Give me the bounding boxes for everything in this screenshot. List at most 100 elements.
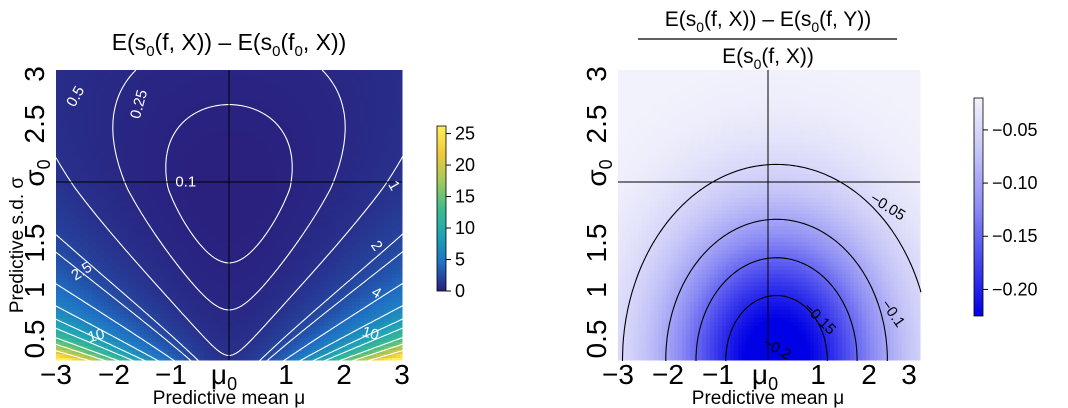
heatmap-cell xyxy=(172,142,177,147)
heatmap-cell xyxy=(348,214,353,219)
heatmap-cell xyxy=(164,110,169,115)
heatmap-cell xyxy=(120,222,125,227)
heatmap-cell xyxy=(100,290,105,295)
heatmap-cell xyxy=(392,294,397,299)
heatmap-cell xyxy=(388,86,393,91)
heatmap-cell xyxy=(68,106,73,111)
heatmap-cell xyxy=(224,194,229,199)
heatmap-cell xyxy=(144,246,149,251)
heatmap-cell xyxy=(264,294,269,299)
heatmap-cell xyxy=(376,202,381,207)
heatmap-cell xyxy=(136,270,141,275)
heatmap-cell xyxy=(292,222,297,227)
heatmap-cell xyxy=(256,222,261,227)
heatmap-cell xyxy=(176,194,181,199)
heatmap-cell xyxy=(284,138,289,143)
heatmap-cell xyxy=(224,90,229,95)
heatmap-cell xyxy=(92,138,97,143)
heatmap-cell xyxy=(352,146,357,151)
heatmap-cell xyxy=(208,122,213,127)
heatmap-cell xyxy=(280,142,285,147)
heatmap-cell xyxy=(188,106,193,111)
heatmap-cell xyxy=(296,106,301,111)
heatmap-cell xyxy=(68,206,73,211)
heatmap-cell xyxy=(264,86,269,91)
heatmap-cell xyxy=(344,282,349,287)
heatmap-cell xyxy=(380,206,385,211)
heatmap-cell xyxy=(372,286,377,291)
heatmap-cell xyxy=(184,206,189,211)
heatmap-cell xyxy=(316,262,321,267)
heatmap-cell xyxy=(344,262,349,267)
heatmap-cell xyxy=(152,78,157,83)
heatmap-cell xyxy=(64,226,69,231)
heatmap-cell xyxy=(88,174,93,179)
heatmap-cell xyxy=(112,258,117,263)
heatmap-cell xyxy=(372,226,377,231)
heatmap-cell xyxy=(336,286,341,291)
heatmap-cell xyxy=(248,222,253,227)
heatmap-cell xyxy=(120,254,125,259)
heatmap-cell xyxy=(340,214,345,219)
heatmap-cell xyxy=(280,242,285,247)
heatmap-cell xyxy=(204,234,209,239)
heatmap-cell xyxy=(324,130,329,135)
heatmap-cell xyxy=(296,278,301,283)
heatmap-cell xyxy=(316,94,321,99)
heatmap-cell xyxy=(60,126,65,131)
heatmap-cell xyxy=(264,154,269,159)
heatmap-cell xyxy=(336,158,341,163)
heatmap-cell xyxy=(188,158,193,163)
heatmap-cell xyxy=(60,218,65,223)
heatmap-cell xyxy=(196,286,201,291)
heatmap-cell xyxy=(340,90,345,95)
heatmap-cell xyxy=(140,238,145,243)
heatmap-cell xyxy=(344,254,349,259)
heatmap-cell xyxy=(148,86,153,91)
heatmap-cell xyxy=(380,90,385,95)
heatmap-cell xyxy=(120,186,125,191)
heatmap-cell xyxy=(132,182,137,187)
heatmap-cell xyxy=(356,70,361,75)
heatmap-cell xyxy=(340,210,345,215)
heatmap-cell xyxy=(376,238,381,243)
heatmap-cell xyxy=(324,134,329,139)
heatmap-cell xyxy=(144,114,149,119)
heatmap-cell xyxy=(180,158,185,163)
heatmap-cell xyxy=(364,266,369,271)
heatmap-cell xyxy=(136,162,141,167)
heatmap-cell xyxy=(140,226,145,231)
heatmap-cell xyxy=(140,118,145,123)
heatmap-cell xyxy=(176,154,181,159)
heatmap-cell xyxy=(224,282,229,287)
heatmap-cell xyxy=(204,230,209,235)
heatmap-cell xyxy=(164,74,169,79)
heatmap-cell xyxy=(248,194,253,199)
heatmap-cell xyxy=(316,174,321,179)
heatmap-cell xyxy=(76,202,81,207)
heatmap-cell xyxy=(200,218,205,223)
heatmap-cell xyxy=(368,198,373,203)
heatmap-cell xyxy=(376,226,381,231)
heatmap-cell xyxy=(324,258,329,263)
heatmap-cell xyxy=(384,210,389,215)
heatmap-cell xyxy=(180,298,185,303)
heatmap-cell xyxy=(284,214,289,219)
heatmap-cell xyxy=(160,250,165,255)
heatmap-cell xyxy=(220,238,225,243)
heatmap-cell xyxy=(372,130,377,135)
heatmap-cell xyxy=(140,106,145,111)
heatmap-cell xyxy=(288,94,293,99)
heatmap-cell xyxy=(320,94,325,99)
heatmap-cell xyxy=(320,146,325,151)
heatmap-cell xyxy=(264,78,269,83)
heatmap-cell xyxy=(376,270,381,275)
heatmap-cell xyxy=(68,154,73,159)
heatmap-cell xyxy=(60,242,65,247)
heatmap-cell xyxy=(180,106,185,111)
heatmap-cell xyxy=(72,254,77,259)
heatmap-cell xyxy=(368,78,373,83)
heatmap-cell xyxy=(112,270,117,275)
heatmap-cell xyxy=(376,70,381,75)
heatmap-cell xyxy=(332,146,337,151)
